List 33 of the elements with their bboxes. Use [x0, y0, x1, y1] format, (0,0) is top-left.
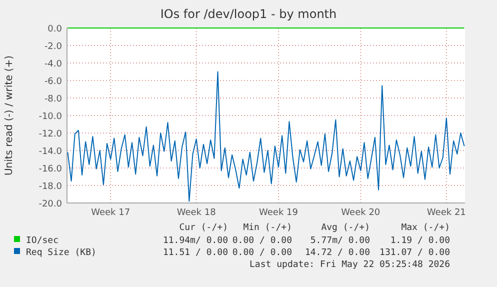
text: 1.19 / 0.00 [390, 236, 450, 246]
y-tick-label: -4.0 [44, 60, 62, 70]
y-tick-label: -2.0 [44, 42, 62, 52]
text: 14.72 / 0.00 [304, 248, 370, 258]
text: Min (-/+) [243, 223, 292, 233]
text: Cur (-/+) [179, 223, 228, 233]
text: Avg (-/+) [321, 223, 370, 233]
x-tick-label: Week 21 [426, 208, 466, 218]
y-tick-label: 0.0 [48, 24, 62, 34]
x-tick-label: Week 19 [259, 208, 298, 218]
y-tick-label: -12.0 [38, 130, 62, 140]
y-tick-label: -16.0 [38, 164, 62, 174]
text: Max (-/+) [401, 223, 450, 233]
x-tick-label: Week 20 [341, 208, 380, 218]
y-tick-label: -18.0 [38, 182, 62, 192]
y-tick-label: -6.0 [44, 77, 62, 87]
text: 131.07 / 0.00 [380, 248, 450, 258]
text: 0.00 / 0.00 [232, 248, 292, 258]
text: 11.94m/ 0.00 [162, 236, 228, 246]
y-tick-label: -10.0 [38, 112, 62, 122]
y-axis-title: Units read (-) / write (+) [4, 55, 15, 176]
y-tick-label: -20.0 [38, 200, 62, 210]
text: 11.51 / 0.00 [162, 248, 228, 258]
chart-title: IOs for /dev/loop1 - by month [160, 7, 337, 21]
x-tick-label: Week 18 [176, 208, 216, 218]
text: 5.77m/ 0.00 [310, 236, 370, 246]
x-tick-label: Week 17 [91, 208, 130, 218]
y-tick-label: -14.0 [38, 147, 62, 157]
text: Last update: Fri May 22 05:25:48 2026 [250, 260, 450, 270]
text: 0.00 / 0.00 [232, 236, 292, 246]
legend-label: Req Size (KB) [26, 248, 96, 258]
y-tick-label: -8.0 [44, 94, 62, 104]
legend-label: IO/sec [26, 236, 59, 246]
